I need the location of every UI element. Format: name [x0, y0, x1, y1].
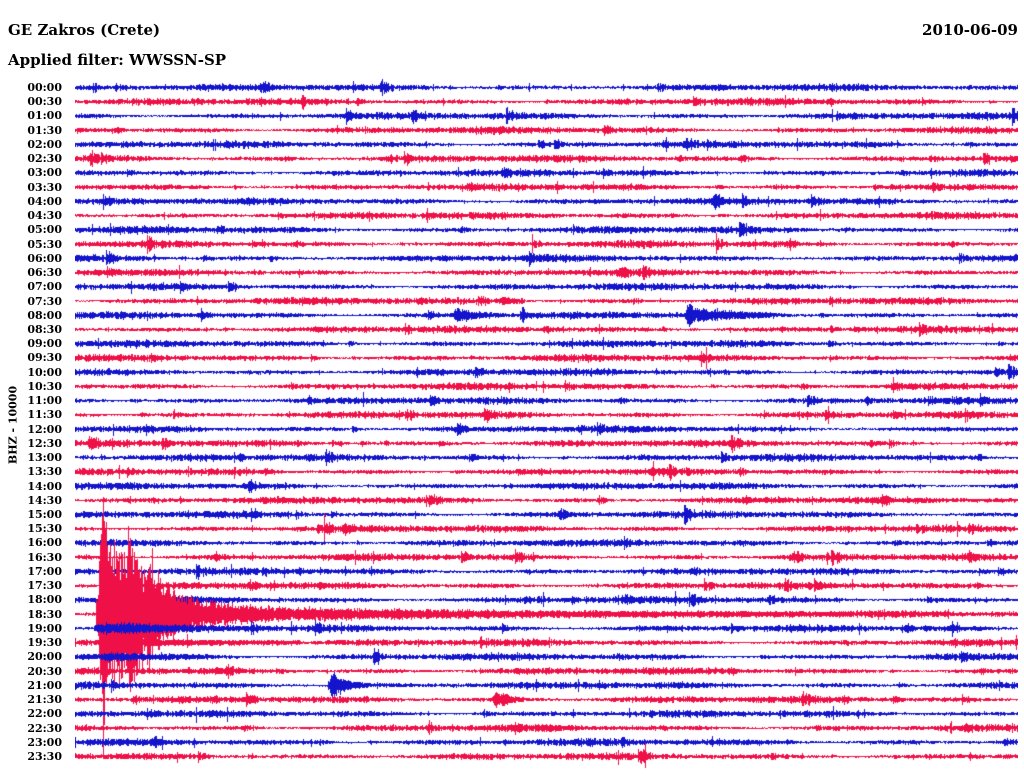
row-time-label: 11:30	[27, 408, 62, 421]
row-time-label: 16:00	[27, 536, 62, 549]
station-title: GE Zakros (Crete)	[8, 21, 161, 39]
row-time-label: 10:30	[27, 380, 62, 393]
row-time-label: 04:30	[27, 209, 62, 222]
row-time-label: 20:00	[27, 650, 62, 663]
row-time-label: 23:30	[27, 750, 62, 763]
row-time-label: 06:30	[27, 266, 62, 279]
row-time-label: 21:00	[27, 679, 62, 692]
row-time-label: 22:30	[27, 722, 62, 735]
row-time-label: 18:30	[27, 608, 62, 621]
row-time-label: 06:00	[27, 252, 62, 265]
row-time-label: 07:30	[27, 295, 62, 308]
row-time-label: 19:00	[27, 622, 62, 635]
row-time-label: 03:00	[27, 166, 62, 179]
row-time-label: 10:00	[27, 366, 62, 379]
row-time-label: 03:30	[27, 181, 62, 194]
row-time-label: 17:00	[27, 565, 62, 578]
row-time-label: 04:00	[27, 195, 62, 208]
row-time-label: 16:30	[27, 551, 62, 564]
row-time-label: 08:30	[27, 323, 62, 336]
row-time-label: 20:30	[27, 665, 62, 678]
row-time-label: 15:30	[27, 522, 62, 535]
row-time-label: 13:00	[27, 451, 62, 464]
row-time-label: 18:00	[27, 593, 62, 606]
row-time-label: 13:30	[27, 465, 62, 478]
row-time-label: 14:30	[27, 494, 62, 507]
row-time-label: 02:30	[27, 152, 62, 165]
row-time-label: 08:00	[27, 309, 62, 322]
row-time-label: 22:00	[27, 707, 62, 720]
row-time-label: 21:30	[27, 693, 62, 706]
row-time-label: 00:30	[27, 95, 62, 108]
row-time-label: 07:00	[27, 280, 62, 293]
row-time-label: 14:00	[27, 480, 62, 493]
row-time-label: 05:30	[27, 238, 62, 251]
row-time-label: 09:00	[27, 337, 62, 350]
row-time-label: 01:00	[27, 109, 62, 122]
row-time-label: 12:00	[27, 423, 62, 436]
applied-filter-label: Applied filter: WWSSN-SP	[8, 51, 227, 69]
row-time-label: 19:30	[27, 636, 62, 649]
row-time-label: 23:00	[27, 736, 62, 749]
row-time-label: 05:00	[27, 223, 62, 236]
row-time-label: 01:30	[27, 124, 62, 137]
row-time-label: 02:00	[27, 138, 62, 151]
row-time-label: 00:00	[27, 81, 62, 94]
row-time-label: 15:00	[27, 508, 62, 521]
seismogram-traces	[75, 78, 1018, 776]
row-time-label: 09:30	[27, 351, 62, 364]
row-time-label: 17:30	[27, 579, 62, 592]
row-time-label: 12:30	[27, 437, 62, 450]
plot-date: 2010-06-09	[922, 21, 1018, 39]
row-time-label: 11:00	[27, 394, 62, 407]
